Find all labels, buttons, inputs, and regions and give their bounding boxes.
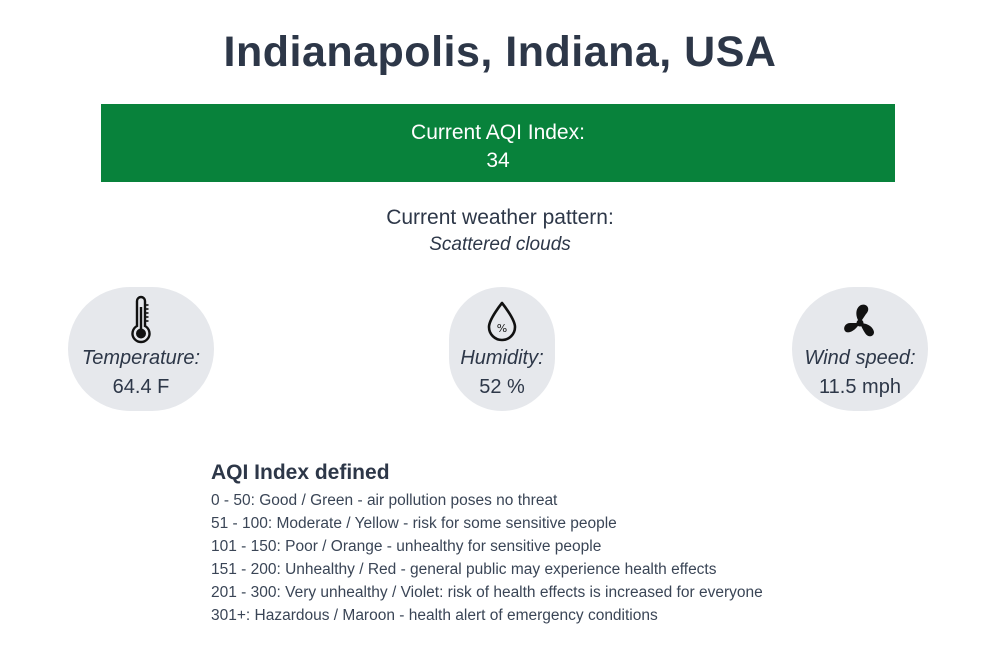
wind-value: 11.5 mph: [819, 376, 901, 398]
temperature-label: Temperature:: [81, 347, 201, 369]
legend-title: AQI Index defined: [211, 461, 390, 484]
aqi-label: Current AQI Index:: [411, 121, 585, 144]
humidity-card: % Humidity: 52 %: [449, 287, 555, 411]
legend-item: 151 - 200: Unhealthy / Red - general pub…: [211, 561, 717, 578]
temperature-card: Temperature: 64.4 F: [68, 287, 214, 411]
humidity-drop-icon: %: [487, 301, 517, 342]
weather-pattern: Current weather pattern: Scattered cloud…: [0, 204, 1000, 258]
fan-icon: [844, 304, 874, 337]
legend-item: 301+: Hazardous / Maroon - health alert …: [211, 607, 658, 624]
legend-item: 101 - 150: Poor / Orange - unhealthy for…: [211, 538, 602, 555]
wind-card: Wind speed: 11.5 mph: [792, 287, 928, 411]
weather-value: Scattered clouds: [429, 234, 571, 255]
thermometer-icon: [131, 295, 151, 344]
humidity-label: Humidity:: [460, 347, 544, 369]
legend-item: 201 - 300: Very unhealthy / Violet: risk…: [211, 584, 763, 601]
wind-label: Wind speed:: [804, 347, 916, 369]
humidity-value: 52 %: [479, 376, 525, 398]
legend-item: 51 - 100: Moderate / Yellow - risk for s…: [211, 515, 617, 532]
svg-text:%: %: [497, 322, 507, 335]
weather-label: Current weather pattern:: [386, 206, 614, 229]
aqi-legend: AQI Index defined 0 - 50: Good / Green -…: [211, 459, 911, 627]
aqi-value: 34: [486, 149, 510, 172]
legend-item: 0 - 50: Good / Green - air pollution pos…: [211, 492, 558, 509]
city-title: Indianapolis, Indiana, USA: [223, 28, 777, 76]
aqi-banner: Current AQI Index: 34: [101, 104, 895, 182]
temperature-value: 64.4 F: [112, 376, 170, 398]
